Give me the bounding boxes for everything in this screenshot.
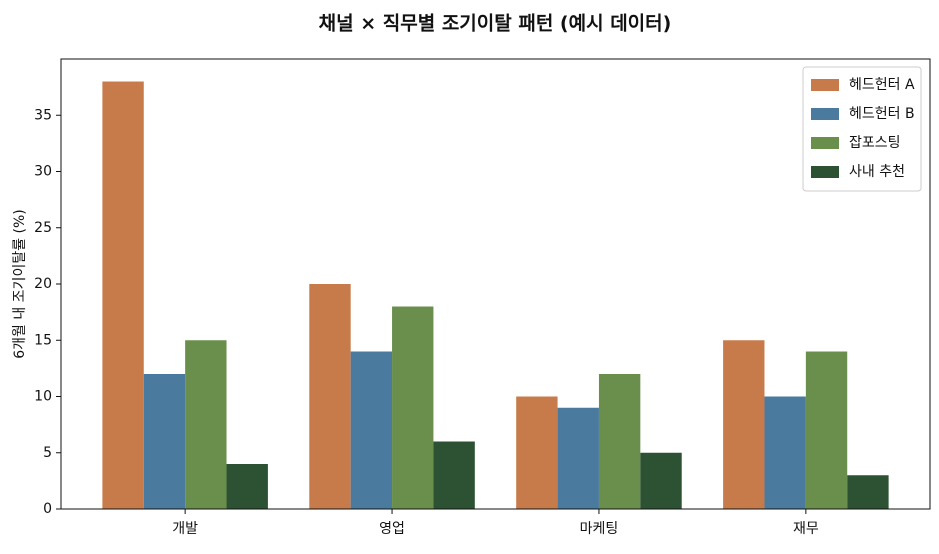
x-tick-label: 마케팅 [580,521,619,537]
legend-swatch [811,166,839,178]
bar [143,374,186,509]
bar [764,396,806,509]
bar [640,452,682,509]
x-tick-label: 영업 [379,521,405,537]
y-tick-label: 30 [34,164,52,180]
y-tick-label: 0 [43,501,52,517]
legend-label: 헤드헌터 A [849,77,915,93]
legend-label: 잡포스팅 [849,135,901,151]
legend-box [802,66,922,192]
bar [557,407,599,509]
legend-swatch [811,79,839,91]
bar [847,475,889,509]
bar [185,340,227,509]
bar [723,340,765,509]
legend-swatch [811,137,839,149]
bar [598,374,641,509]
bar [433,441,475,509]
y-tick-label: 20 [34,276,52,292]
y-tick-label: 15 [34,332,52,348]
x-tick-label: 개발 [172,521,198,537]
plot-frame [60,58,931,510]
bar [309,284,351,509]
legend-label: 헤드헌터 B [849,106,915,122]
bar [516,396,558,509]
y-tick-label: 5 [43,445,52,461]
y-axis-label: 6개월 내 조기이탈률 (%) [12,209,28,359]
legend-swatch [811,108,839,120]
bar [805,351,848,509]
x-tick-label: 재무 [793,521,819,537]
chart-title: 채널 × 직무별 조기이탈 패턴 (예시 데이터) [319,13,672,35]
bar [392,306,434,509]
y-tick-label: 35 [34,107,52,123]
y-tick-label: 10 [34,389,52,405]
y-tick-label: 25 [34,220,52,236]
bar [226,464,268,509]
bar [350,351,393,509]
legend-label: 사내 추천 [849,164,905,180]
bar [102,81,144,509]
